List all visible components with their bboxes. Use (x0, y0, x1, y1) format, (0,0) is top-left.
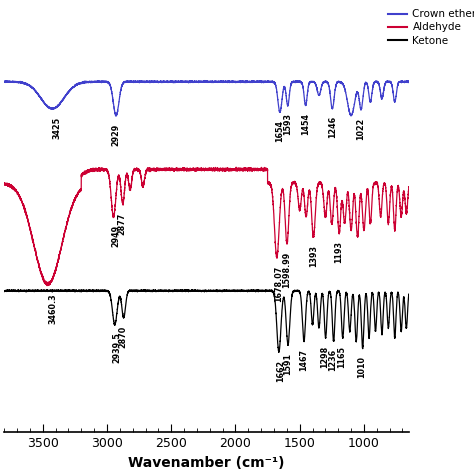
Crown ether (113, 113, 118, 119)
Crown ether (323, 79, 329, 85)
Text: 1593: 1593 (283, 113, 292, 136)
Ketone (258, 288, 264, 294)
Crown ether (241, 79, 246, 85)
Text: 1393: 1393 (309, 245, 318, 267)
Ketone (1, 288, 7, 293)
Text: 1591: 1591 (283, 353, 292, 374)
Text: 2949: 2949 (111, 225, 120, 247)
Text: 2939.5: 2939.5 (112, 332, 121, 363)
Aldehyde (1, 181, 7, 187)
Crown ether (406, 79, 412, 84)
Aldehyde (323, 212, 329, 218)
Line: Crown ether: Crown ether (4, 81, 409, 116)
Ketone (241, 288, 246, 293)
Crown ether (148, 79, 154, 84)
Aldehyde (233, 164, 239, 170)
Text: 1236: 1236 (328, 349, 337, 371)
Text: 1298: 1298 (320, 346, 329, 368)
Text: 2870: 2870 (118, 325, 128, 347)
Text: 1454: 1454 (301, 113, 310, 135)
Text: 1246: 1246 (328, 116, 337, 138)
Text: 2929: 2929 (111, 123, 120, 146)
Line: Aldehyde: Aldehyde (4, 167, 409, 286)
Aldehyde (148, 166, 154, 172)
Text: 1022: 1022 (356, 118, 365, 140)
Aldehyde (301, 198, 307, 203)
Crown ether (1, 78, 7, 84)
Text: 1678.07: 1678.07 (274, 265, 283, 302)
Ketone (148, 288, 154, 293)
Text: 1654: 1654 (275, 119, 284, 142)
X-axis label: Wavenamber (cm⁻¹): Wavenamber (cm⁻¹) (128, 456, 285, 470)
Aldehyde (22, 206, 27, 212)
Text: 1598.99: 1598.99 (282, 251, 291, 288)
Legend: Crown ether, Aldehyde, Ketone: Crown ether, Aldehyde, Ketone (389, 9, 474, 46)
Crown ether (202, 78, 208, 83)
Text: 1193: 1193 (335, 241, 344, 263)
Text: 1467: 1467 (299, 349, 308, 371)
Ketone (276, 349, 282, 355)
Ketone (22, 288, 27, 294)
Crown ether (22, 81, 27, 87)
Text: 1662: 1662 (276, 360, 285, 382)
Ketone (301, 337, 307, 343)
Aldehyde (259, 166, 264, 172)
Line: Ketone: Ketone (4, 290, 409, 352)
Aldehyde (406, 184, 412, 190)
Crown ether (301, 96, 307, 101)
Crown ether (259, 79, 264, 85)
Text: 3425: 3425 (53, 117, 62, 139)
Ketone (406, 292, 412, 297)
Text: 3460.3: 3460.3 (48, 293, 57, 324)
Text: 2877: 2877 (118, 212, 127, 235)
Ketone (16, 287, 21, 292)
Text: 1010: 1010 (357, 356, 366, 378)
Ketone (323, 334, 329, 340)
Text: 1165: 1165 (337, 346, 346, 368)
Aldehyde (44, 283, 50, 289)
Aldehyde (241, 168, 246, 173)
